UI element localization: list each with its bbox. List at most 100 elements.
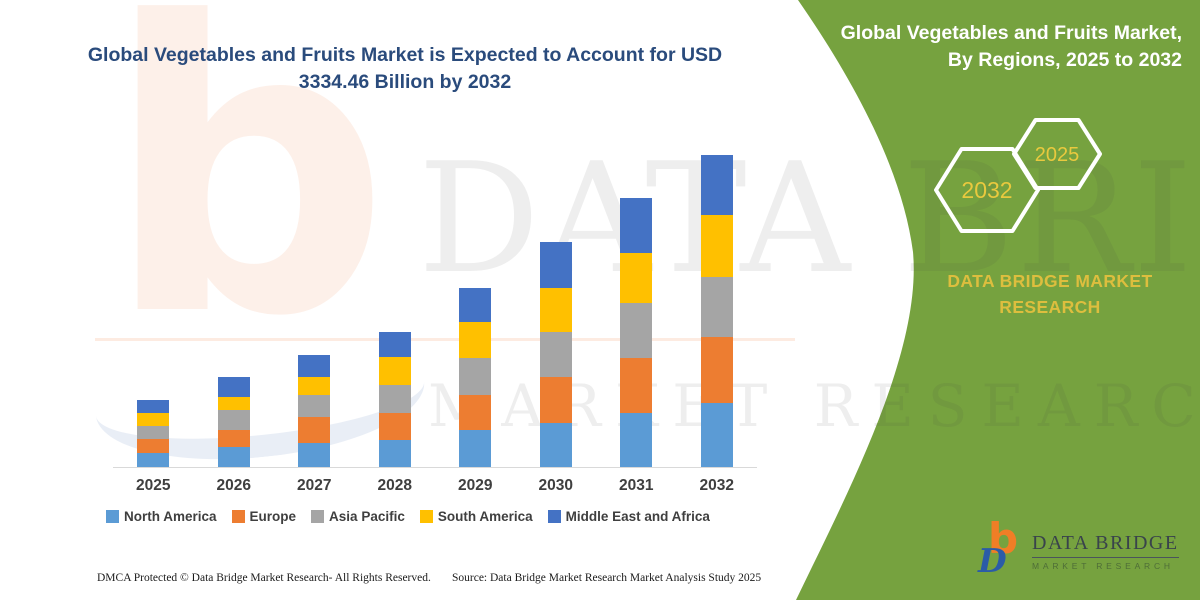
segment-middle-east-and-africa-2028	[378, 332, 411, 357]
legend-item-middle-east-and-africa: Middle East and Africa	[547, 509, 710, 524]
plot-area	[113, 154, 757, 468]
segment-asia-pacific-2032	[700, 277, 733, 337]
legend-marker-middle-east-and-africa	[547, 510, 561, 523]
segment-middle-east-and-africa-2031	[620, 198, 653, 253]
legend-marker-north-america	[106, 510, 119, 523]
x-label-cell-2026: 2026	[216, 477, 251, 495]
segment-europe-2028	[378, 413, 411, 440]
x-label-cell-2030: 2030	[538, 477, 573, 495]
segment-south-america-2029	[459, 322, 492, 358]
x-label-cell-2028: 2028	[377, 477, 412, 495]
logo-b-glyph: b	[988, 514, 1019, 563]
x-label-2026: 2026	[216, 477, 251, 494]
x-label-2029: 2029	[458, 477, 493, 494]
x-label-2028: 2028	[377, 477, 412, 494]
data-bridge-logo-icon: b D	[978, 518, 1026, 588]
x-label-2025: 2025	[136, 477, 171, 494]
bar-2032	[700, 155, 733, 467]
logo-d-glyph: D	[978, 541, 1007, 580]
segment-north-america-2029	[459, 430, 492, 467]
logo-subtext: MARKET RESEARCH	[1032, 561, 1174, 571]
bar-2027	[298, 355, 331, 467]
x-label-cell-2032: 2032	[699, 477, 734, 495]
segment-europe-2025	[137, 439, 170, 453]
legend-label-asia-pacific: Asia Pacific	[329, 509, 405, 524]
panel-title: Global Vegetables and Fruits Market, By …	[810, 20, 1182, 74]
x-label-cell-2027: 2027	[297, 477, 332, 495]
panel-title-line2: By Regions, 2025 to 2032	[947, 48, 1182, 71]
legend-marker-south-america	[419, 510, 433, 523]
x-label-cell-2029: 2029	[458, 477, 493, 495]
legend-label-europe: Europe	[249, 509, 297, 524]
x-label-2030: 2030	[538, 477, 573, 494]
footer-copyright: DMCA Protected © Data Bridge Market Rese…	[97, 572, 431, 584]
legend-item-europe: Europe	[231, 509, 297, 524]
legend-marker-europe	[231, 510, 245, 523]
segment-middle-east-and-africa-2032	[700, 155, 733, 215]
segment-asia-pacific-2027	[298, 395, 331, 417]
segment-south-america-2031	[620, 253, 653, 303]
segment-middle-east-and-africa-2026	[217, 377, 250, 397]
legend-item-asia-pacific: Asia Pacific	[311, 509, 405, 524]
legend-marker-asia-pacific	[311, 510, 325, 523]
segment-europe-2029	[459, 395, 492, 430]
segment-asia-pacific-2025	[137, 426, 170, 439]
x-label-2032: 2032	[699, 477, 734, 494]
segment-asia-pacific-2026	[217, 410, 250, 430]
x-label-2031: 2031	[619, 477, 654, 494]
segment-europe-2026	[217, 430, 250, 447]
segment-south-america-2032	[700, 215, 733, 277]
segment-north-america-2032	[700, 403, 733, 467]
legend-item-south-america: South America	[419, 509, 533, 524]
x-axis-labels: 2025 2026 2027 2028 2029 2030 2031 2032	[113, 477, 757, 495]
bar-2029	[459, 288, 492, 467]
segment-europe-2032	[700, 337, 733, 403]
segment-south-america-2030	[539, 288, 572, 332]
segment-north-america-2030	[539, 423, 572, 467]
panel-title-line1: Global Vegetables and Fruits Market,	[840, 22, 1182, 44]
segment-south-america-2025	[137, 413, 170, 426]
brand-caption: DATA BRIDGE MARKET RESEARCH	[947, 271, 1153, 318]
segment-middle-east-and-africa-2029	[459, 288, 492, 322]
bar-2028	[378, 332, 411, 467]
segment-north-america-2025	[137, 453, 170, 467]
bars	[113, 154, 757, 467]
segment-europe-2030	[539, 377, 572, 423]
legend-label-north-america: North America	[124, 509, 217, 524]
bar-2030	[539, 242, 572, 467]
legend: North America Europe Asia Pacific South Ame…	[106, 509, 710, 524]
hexagon-2032-label: 2032	[961, 177, 1012, 203]
segment-north-america-2028	[378, 440, 411, 467]
segment-north-america-2026	[217, 447, 250, 467]
segment-europe-2031	[620, 358, 653, 413]
segment-south-america-2026	[217, 397, 250, 410]
segment-asia-pacific-2031	[620, 303, 653, 358]
hexagon-2025-label: 2025	[1035, 144, 1080, 166]
x-label-cell-2025: 2025	[136, 477, 171, 495]
segment-north-america-2031	[620, 413, 653, 467]
hexagon-2025-icon	[1012, 118, 1102, 190]
bar-2031	[620, 198, 653, 467]
segment-asia-pacific-2028	[378, 385, 411, 413]
logo-text: DATA BRIDGE MARKET RESEARCH	[1032, 532, 1179, 571]
legend-label-middle-east-and-africa: Middle East and Africa	[565, 509, 710, 524]
segment-middle-east-and-africa-2030	[539, 242, 572, 288]
segment-south-america-2028	[378, 357, 411, 385]
segment-south-america-2027	[298, 377, 331, 395]
segment-asia-pacific-2030	[539, 332, 572, 377]
segment-north-america-2027	[298, 443, 331, 467]
segment-europe-2027	[298, 417, 331, 443]
year-hexagons: 2032 2025	[934, 118, 1102, 233]
x-label-cell-2031: 2031	[619, 477, 654, 495]
segment-middle-east-and-africa-2025	[137, 400, 170, 413]
footer-source: Source: Data Bridge Market Research Mark…	[452, 572, 762, 584]
data-bridge-logo: b D DATA BRIDGE MARKET RESEARCH	[978, 518, 1179, 588]
bar-2026	[217, 377, 250, 467]
chart-title: Global Vegetables and Fruits Market is E…	[87, 44, 723, 94]
x-label-2027: 2027	[297, 477, 332, 494]
segment-middle-east-and-africa-2027	[298, 355, 331, 377]
logo-name: DATA BRIDGE	[1032, 532, 1179, 558]
bar-2025	[137, 400, 170, 467]
segment-asia-pacific-2029	[459, 358, 492, 395]
